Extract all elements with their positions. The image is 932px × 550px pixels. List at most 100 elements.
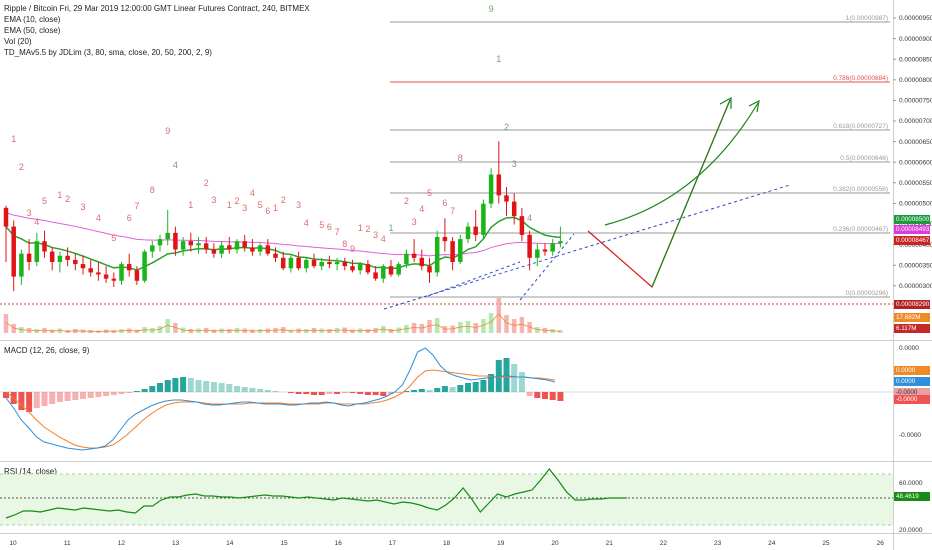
- macd-badge-hist2: -0.0000: [894, 395, 930, 404]
- date-tick-label: 22: [660, 540, 668, 547]
- macd-histogram-bar: [41, 392, 48, 406]
- macd-histogram-bar: [349, 392, 356, 393]
- macd-histogram-bar: [72, 392, 79, 400]
- date-tick-label: 17: [389, 540, 397, 547]
- date-tick-label: 13: [172, 540, 180, 547]
- td-sequence-number: 4: [419, 204, 424, 214]
- volume-bar: [465, 321, 471, 333]
- volume-badge-1: 17.682M: [894, 313, 930, 322]
- macd-histogram-bar: [518, 372, 525, 392]
- candle-body: [88, 268, 93, 273]
- macd-histogram-bar: [203, 381, 210, 392]
- price-badge-3: 0.00008467: [894, 236, 930, 245]
- macd-histogram-bar: [295, 392, 302, 394]
- date-tick-label: 15: [280, 540, 288, 547]
- legend-ema10: EMA (10, close): [4, 15, 61, 24]
- td-sequence-number: 2: [504, 122, 509, 132]
- td-sequence-number: 1: [227, 200, 232, 210]
- volume-bar: [504, 315, 509, 333]
- candle-body: [57, 255, 63, 262]
- date-tick-label: 26: [877, 540, 885, 547]
- volume-bar: [3, 314, 9, 333]
- macd-histogram-bar: [441, 386, 448, 392]
- td-sequence-number: 1: [496, 54, 501, 64]
- macd-badge-signal: 0.0000: [894, 366, 930, 375]
- candle-body: [288, 257, 294, 269]
- price-tick-label: 0.00000900: [899, 36, 932, 43]
- macd-badge-hist: -0.0000: [894, 388, 930, 397]
- macd-histogram-bar: [472, 382, 479, 392]
- macd-histogram-bar: [133, 391, 140, 392]
- macd-histogram-bar: [457, 385, 464, 392]
- macd-histogram-bar: [364, 392, 371, 395]
- macd-histogram-bar: [264, 390, 271, 392]
- macd-histogram-bar: [18, 392, 25, 410]
- td-sequence-number: 1: [358, 223, 363, 233]
- candle-body: [96, 272, 101, 275]
- price-tick-label: 0.00000700: [899, 118, 932, 125]
- candle-body: [103, 274, 109, 279]
- fib-level-label: 0(0.00000296): [846, 290, 888, 297]
- candle-body: [19, 253, 24, 277]
- candle-body: [481, 203, 486, 235]
- macd-histogram-bar: [480, 380, 487, 392]
- td-sequence-number: 6: [127, 213, 132, 223]
- macd-badge-macd: 0.0000: [894, 377, 930, 386]
- td-sequence-number: 5: [42, 196, 47, 206]
- macd-histogram-bar: [426, 390, 433, 392]
- macd-line: [5, 347, 555, 451]
- macd-histogram-bar: [95, 392, 102, 397]
- candle-body: [188, 241, 194, 246]
- candle-body: [134, 270, 140, 281]
- volume-bar: [473, 323, 478, 333]
- fib-level-label: 0.786(0.00000884): [833, 75, 888, 82]
- volume-bar: [411, 323, 417, 333]
- candle-body: [527, 234, 532, 258]
- macd-histogram-bar: [511, 364, 518, 392]
- price-tick-label: 0.00000650: [899, 139, 932, 146]
- rsi-badge: 48.4619: [894, 492, 930, 501]
- candle-body: [304, 259, 309, 269]
- td-sequence-number: 7: [134, 201, 139, 211]
- volume-bar: [496, 298, 502, 333]
- macd-histogram-bar: [411, 390, 418, 392]
- candle-body: [473, 226, 478, 235]
- candle-body: [203, 243, 209, 250]
- rsi-line: [5, 468, 627, 519]
- date-tick-label: 16: [335, 540, 343, 547]
- macd-histogram-bar: [372, 392, 379, 395]
- candle-body: [219, 245, 224, 254]
- price-tick-label: 0.00000800: [899, 77, 932, 84]
- macd-histogram-bar: [164, 380, 171, 392]
- td-sequence-number: 1: [388, 223, 393, 233]
- td-sequence-number: 2: [65, 194, 70, 204]
- macd-histogram-bar: [64, 392, 71, 401]
- candle-body: [3, 207, 9, 227]
- td-sequence-number: 5: [258, 200, 263, 210]
- td-sequence-number: 1: [188, 200, 193, 210]
- macd-histogram-bar: [557, 392, 564, 401]
- volume-bar: [458, 322, 463, 333]
- date-tick-label: 11: [64, 540, 71, 547]
- candle-body: [142, 251, 147, 281]
- td-sequence-number: 4: [96, 213, 101, 223]
- legend-td-indicator: TD_MAv5.5 by JDLim (3, 80, sma, close, 2…: [4, 48, 212, 57]
- volume-bar: [165, 319, 170, 333]
- td-sequence-number: 1: [57, 190, 62, 200]
- td-sequence-number: 2: [365, 224, 370, 234]
- td-sequence-number: 8: [150, 185, 155, 195]
- candle-body: [80, 264, 86, 269]
- candle-body: [535, 249, 540, 258]
- macd-histogram-bar: [287, 392, 294, 393]
- macd-histogram-bar: [249, 388, 256, 392]
- macd-histogram-bar: [357, 392, 364, 394]
- macd-histogram-bar: [526, 392, 533, 396]
- candle-body: [273, 253, 278, 258]
- candle-body: [488, 174, 494, 204]
- macd-histogram-bar: [49, 392, 56, 404]
- macd-histogram-bar: [3, 392, 9, 398]
- date-tick-label: 25: [822, 540, 830, 547]
- td-sequence-number: 6: [265, 206, 270, 216]
- td-sequence-number: 8: [342, 239, 347, 249]
